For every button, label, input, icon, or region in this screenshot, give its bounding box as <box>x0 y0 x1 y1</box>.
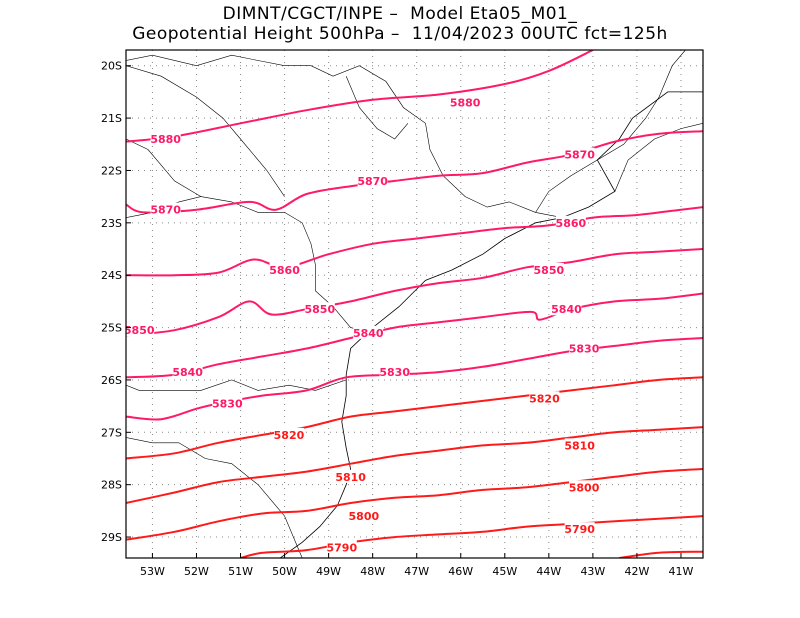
contour-label-bg <box>348 509 379 523</box>
contour-label-bg <box>150 202 181 216</box>
contour-label-5790: 5790 <box>327 542 358 555</box>
tick-label-lon: 42W <box>624 565 649 578</box>
tick-label-lat: 20S <box>101 60 122 73</box>
tick-label-lon: 44W <box>536 565 561 578</box>
tick-label-lon: 50W <box>272 565 297 578</box>
contour-label-5820: 5820 <box>274 429 305 442</box>
contour-label-bg <box>450 95 481 109</box>
tick-label-lon: 51W <box>228 565 253 578</box>
tick-label-lat: 28S <box>101 479 122 492</box>
contour-label-5880: 5880 <box>150 133 181 146</box>
tick-label-lon: 47W <box>404 565 429 578</box>
contour-label-bg <box>357 173 388 187</box>
tick-label-lon: 41W <box>669 565 694 578</box>
contour-label-5860: 5860 <box>556 217 587 230</box>
contour-label-bg <box>564 522 595 536</box>
state-border <box>535 50 686 213</box>
state-border <box>345 76 409 140</box>
contour-label-5840: 5840 <box>551 303 582 316</box>
contour-label-bg <box>335 469 366 483</box>
contour-label-bg <box>269 262 300 276</box>
contour-label-bg <box>212 396 243 410</box>
contour-5790 <box>240 515 703 558</box>
contour-label-bg <box>569 480 600 494</box>
contour-label-5800: 5800 <box>349 510 380 523</box>
contour-5800 <box>126 468 703 541</box>
contour-label-bg <box>150 132 181 146</box>
contour-label-5810: 5810 <box>564 439 595 452</box>
contour-label-5790: 5790 <box>564 523 595 536</box>
tick-label-lon: 53W <box>140 565 165 578</box>
state-border <box>126 437 303 558</box>
contour-label-5820: 5820 <box>529 392 560 405</box>
contour-5870 <box>126 130 703 214</box>
contour-label-bg <box>529 391 560 405</box>
contour-label-bg <box>304 302 335 316</box>
contour-label-bg <box>569 341 600 355</box>
tick-label-lon: 48W <box>360 565 385 578</box>
contour-label-bg <box>326 540 357 554</box>
tick-label-lon: 46W <box>448 565 473 578</box>
contour-label-5810: 5810 <box>335 471 366 484</box>
contour-5790 <box>619 550 703 558</box>
contour-label-bg <box>172 365 203 379</box>
contour-label-bg <box>555 215 586 229</box>
tick-label-lat: 21S <box>101 112 122 125</box>
contour-label-bg <box>126 323 155 337</box>
contour-5880 <box>126 50 594 143</box>
contour-label-bg <box>273 427 304 441</box>
contour-5810 <box>126 426 703 504</box>
contour-label-bg <box>551 302 582 316</box>
state-border <box>126 65 285 197</box>
contour-label-5800: 5800 <box>569 481 600 494</box>
state-border <box>126 379 347 391</box>
contour-label-5870: 5870 <box>564 149 595 162</box>
contour-label-5830: 5830 <box>212 398 243 411</box>
tick-label-lon: 52W <box>184 565 209 578</box>
contour-label-5830: 5830 <box>569 343 600 356</box>
contour-5840 <box>126 292 703 379</box>
contour-label-5860: 5860 <box>269 264 300 277</box>
tick-label-lon: 43W <box>580 565 605 578</box>
plot-frame <box>125 49 704 559</box>
state-border <box>126 54 563 218</box>
contour-label-5880: 5880 <box>450 96 481 109</box>
contour-label-bg <box>353 325 384 339</box>
contour-5860 <box>126 206 703 277</box>
plot-area <box>126 50 703 558</box>
map-title-line-1: DIMNT/CGCT/INPE – Model Eta05_M01_ <box>222 4 578 24</box>
tick-label-lon: 49W <box>316 565 341 578</box>
contour-label-5840: 5840 <box>353 327 384 340</box>
state-border <box>614 123 703 192</box>
tick-label-lat: 27S <box>101 426 122 439</box>
contour-label-bg <box>379 365 410 379</box>
contour-label-5870: 5870 <box>357 175 388 188</box>
contour-label-5840: 5840 <box>172 366 203 379</box>
contour-label-5850: 5850 <box>534 264 565 277</box>
map-title-line-2: Geopotential Height 500hPa – 11/04/2023 … <box>132 24 668 44</box>
tick-label-lon: 45W <box>492 565 517 578</box>
contour-label-5870: 5870 <box>150 204 181 217</box>
contour-5820 <box>126 376 703 460</box>
contour-label-bg <box>564 438 595 452</box>
tick-label-lat: 26S <box>101 374 122 387</box>
tick-label-lat: 24S <box>101 269 122 282</box>
contour-5850 <box>126 248 703 337</box>
tick-label-lat: 23S <box>101 217 122 230</box>
contour-label-5850: 5850 <box>304 303 335 316</box>
contour-label-bg <box>564 147 595 161</box>
contour-label-5850: 5850 <box>124 324 155 337</box>
contour-label-5830: 5830 <box>379 366 410 379</box>
tick-label-lat: 25S <box>101 322 122 335</box>
tick-label-lat: 29S <box>101 531 122 544</box>
contour-label-bg <box>533 262 564 276</box>
tick-label-lat: 22S <box>101 164 122 177</box>
